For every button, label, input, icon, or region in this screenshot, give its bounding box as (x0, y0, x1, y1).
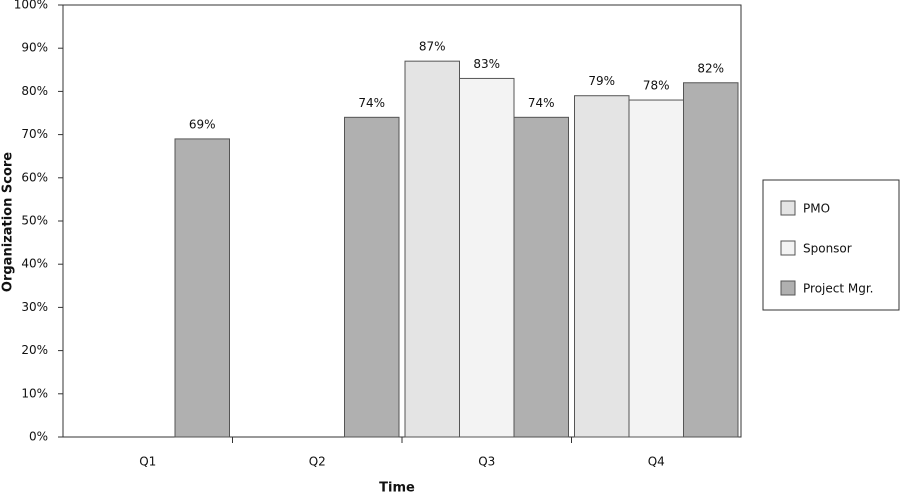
legend-swatch (780, 240, 796, 256)
bar (513, 116, 569, 438)
y-tick-label: 50% (21, 214, 48, 228)
y-axis-title: Organization Score (1, 152, 16, 292)
bar (344, 116, 400, 438)
legend-swatch (780, 280, 796, 296)
bar (459, 77, 515, 438)
bar (628, 99, 684, 438)
x-tick-label: Q1 (139, 455, 156, 469)
value-label: 74% (358, 96, 385, 110)
value-label: 79% (588, 74, 615, 88)
y-tick-label: 70% (21, 127, 48, 141)
bar (683, 82, 739, 438)
legend-label: PMO (803, 202, 830, 216)
value-label: 82% (697, 61, 724, 75)
legend-label: Sponsor (803, 242, 852, 256)
y-tick-label: 0% (29, 430, 48, 444)
x-tick-label: Q2 (309, 455, 326, 469)
legend-swatch (780, 200, 796, 216)
value-label: 74% (528, 96, 555, 110)
bar (574, 95, 630, 438)
y-tick-label: 90% (21, 41, 48, 55)
bar (174, 138, 230, 438)
value-label: 69% (189, 117, 216, 131)
value-label: 78% (643, 79, 670, 93)
y-tick-label: 10% (21, 386, 48, 400)
y-tick-label: 100% (14, 0, 48, 12)
bar (404, 60, 460, 438)
y-tick-label: 40% (21, 257, 48, 271)
y-tick-label: 60% (21, 170, 48, 184)
y-tick-label: 20% (21, 343, 48, 357)
x-tick-label: Q4 (648, 455, 665, 469)
x-axis-title: Time (379, 481, 415, 494)
y-tick-label: 80% (21, 84, 48, 98)
y-tick-label: 30% (21, 300, 48, 314)
value-label: 87% (419, 40, 446, 54)
value-label: 83% (473, 57, 500, 71)
legend-label: Project Mgr. (803, 282, 874, 296)
x-tick-label: Q3 (478, 455, 495, 469)
